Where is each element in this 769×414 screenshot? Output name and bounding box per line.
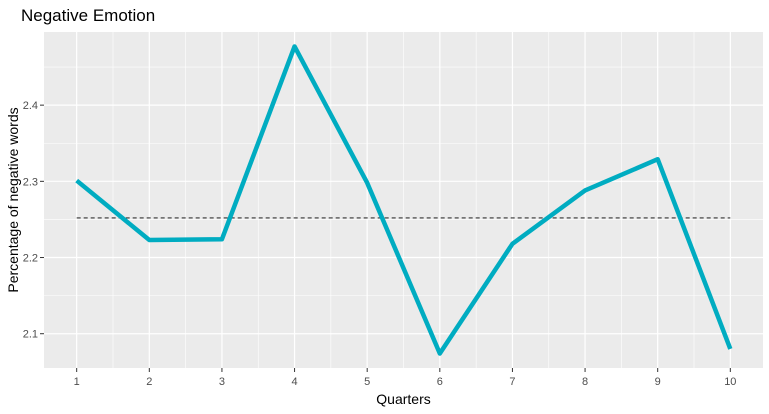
x-tick-label: 6 [437, 376, 443, 388]
x-tick-label: 4 [291, 376, 297, 388]
y-tick-label: 2.1 [23, 329, 38, 341]
x-tick-label: 5 [364, 376, 370, 388]
x-axis-title: Quarters [376, 391, 430, 407]
y-tick-label: 2.3 [23, 176, 38, 188]
y-tick-label: 2.2 [23, 253, 38, 265]
series-line [75, 44, 733, 356]
x-axis-ticks: 1 2 3 4 5 6 7 8 9 10 [74, 368, 736, 388]
x-tick-label: 3 [219, 376, 225, 388]
y-axis-title: Percentage of negative words [5, 107, 21, 292]
minor-gridlines [44, 32, 763, 368]
x-tick-label: 9 [655, 376, 661, 388]
x-tick-label: 10 [724, 376, 736, 388]
y-axis-ticks: 2.1 2.2 2.3 2.4 [23, 100, 44, 341]
x-tick-label: 7 [509, 376, 515, 388]
x-tick-label: 2 [146, 376, 152, 388]
chart-title: Negative Emotion [21, 6, 156, 25]
y-tick-label: 2.4 [23, 100, 38, 112]
x-tick-label: 1 [74, 376, 80, 388]
x-tick-label: 8 [582, 376, 588, 388]
major-gridlines [44, 32, 763, 368]
